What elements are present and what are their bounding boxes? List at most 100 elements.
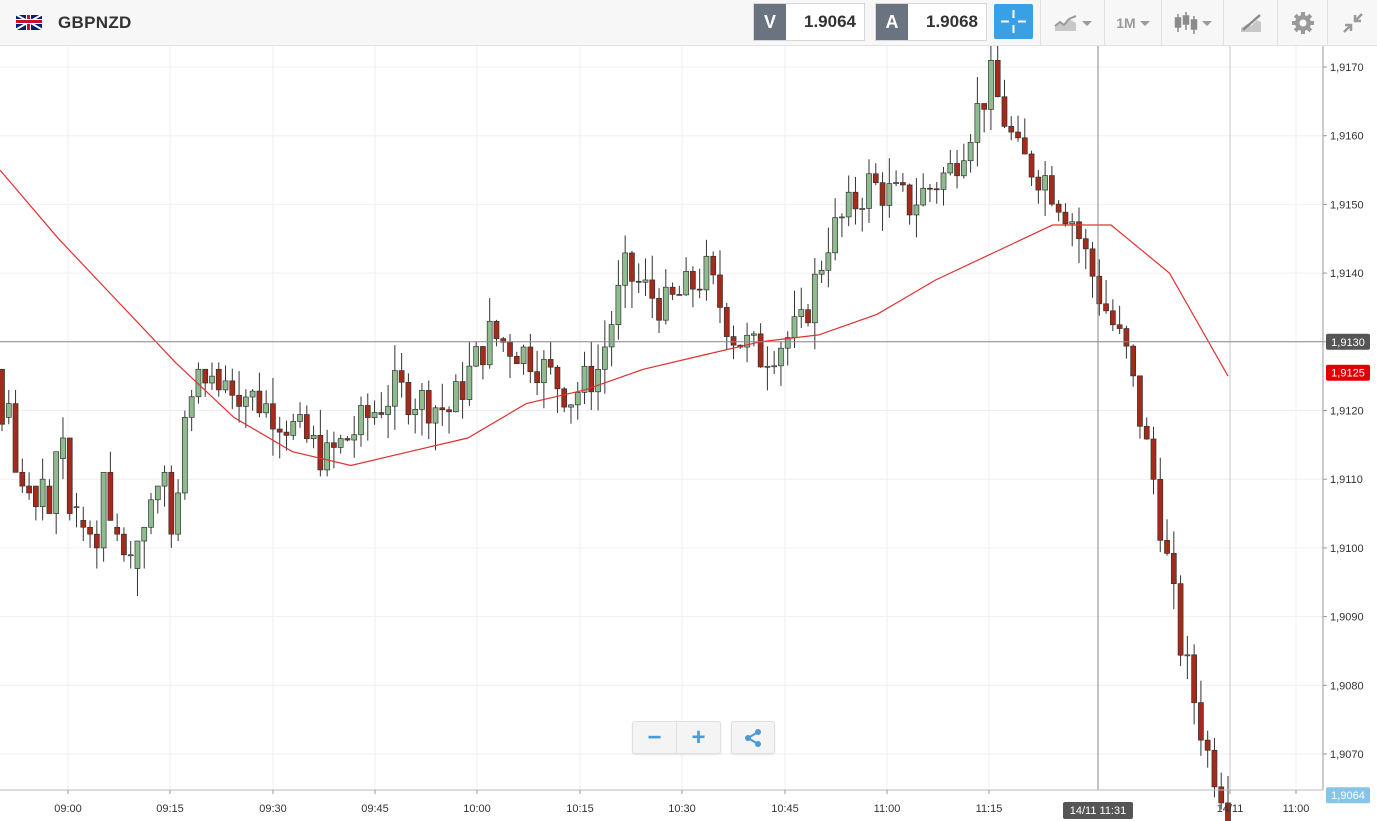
- candle-body: [859, 208, 866, 210]
- candle-body: [906, 184, 913, 216]
- candle-body: [493, 320, 500, 339]
- share-icon: [745, 728, 761, 747]
- share-button[interactable]: [731, 721, 775, 754]
- candle-body: [561, 388, 568, 408]
- candle-body: [1001, 96, 1008, 127]
- candle-body: [629, 252, 635, 282]
- last-price-badge-text: 1,9064: [1331, 790, 1365, 802]
- candle-body: [1089, 248, 1096, 277]
- candle-body: [1198, 702, 1204, 741]
- time-axis: 09:00 09:15 09:30 09:45 10:00 10:15 10:30 10:45…: [0, 789, 1323, 815]
- candle-body: [1096, 275, 1103, 305]
- drawing-tools-button[interactable]: [1223, 0, 1277, 46]
- candle-body: [981, 103, 988, 110]
- candle-body: [622, 252, 629, 286]
- candle-body: [852, 191, 859, 210]
- candle-body: [520, 346, 527, 364]
- candle-body: [188, 396, 195, 418]
- candle-body: [947, 163, 954, 174]
- candle-body: [466, 365, 473, 400]
- candle-body: [154, 485, 161, 501]
- candle-body: [581, 365, 588, 393]
- candle-body: [1137, 375, 1143, 427]
- x-tick-label: 10:00: [463, 803, 491, 815]
- candle-body: [784, 337, 791, 349]
- x-tick-label: 09:00: [54, 803, 82, 815]
- candle-body: [392, 370, 398, 407]
- candle-style-button[interactable]: [1161, 0, 1223, 46]
- candle-body: [33, 485, 39, 508]
- zoom-in-button[interactable]: +: [691, 723, 706, 751]
- candle-body: [446, 409, 452, 413]
- candle-body: [0, 368, 5, 425]
- candle-body: [1076, 221, 1082, 240]
- candle-body: [432, 407, 439, 424]
- candle-body: [1062, 211, 1069, 225]
- x-tick-label: 11:00: [1283, 803, 1310, 815]
- candle-body: [676, 294, 683, 296]
- crosshair-lines: [0, 46, 1323, 790]
- candle-body: [825, 252, 832, 271]
- candle-body: [26, 485, 32, 494]
- candle-body: [473, 346, 479, 367]
- candle-body: [954, 163, 960, 177]
- candle-body: [324, 442, 330, 471]
- candle-body: [845, 191, 852, 218]
- candle-body: [527, 346, 534, 373]
- candle-body: [405, 381, 412, 416]
- settings-button[interactable]: [1277, 0, 1327, 46]
- candle-body: [80, 520, 87, 528]
- candle-body: [1028, 153, 1035, 178]
- candle-body: [209, 375, 215, 384]
- zoom-out-button[interactable]: −: [633, 722, 677, 753]
- candle-body: [195, 368, 202, 398]
- candle-body: [696, 288, 703, 291]
- y-tick-label: 1,9110: [1330, 474, 1363, 486]
- candle-body: [1170, 553, 1177, 585]
- candle-body: [994, 59, 1001, 98]
- candle-body: [798, 309, 805, 318]
- candle-body: [236, 394, 242, 407]
- candle-body: [805, 309, 811, 324]
- current-price-badge-bg: [1326, 364, 1370, 381]
- crosshair-time-badge-bg: [1063, 802, 1133, 819]
- candle-body: [1049, 175, 1055, 205]
- x-tick-label: 10:45: [771, 803, 799, 815]
- moving-average-line: [0, 169, 1229, 467]
- crosshair-button[interactable]: [994, 4, 1033, 39]
- candle-body: [1177, 583, 1184, 656]
- bid-quote[interactable]: V 1.9064: [753, 3, 865, 41]
- candle-body: [886, 183, 893, 206]
- y-tick-label: 1,9160: [1330, 131, 1364, 143]
- candle-body: [283, 431, 290, 436]
- candle-body: [771, 365, 778, 368]
- candle-body: [1218, 786, 1225, 804]
- current-price-badge: 1,9125: [1326, 364, 1370, 381]
- candle-body: [1015, 131, 1021, 139]
- crosshair-icon: [1001, 10, 1026, 33]
- candle-body: [419, 390, 425, 410]
- candle-body: [127, 554, 134, 557]
- candle-body: [1008, 126, 1015, 133]
- y-tick-label: 1,9100: [1330, 543, 1364, 555]
- bid-tag: V: [754, 4, 786, 40]
- candle-body: [866, 173, 872, 209]
- candle-body: [960, 160, 967, 177]
- candle-body: [1130, 345, 1137, 377]
- x-tick-label: 10:30: [668, 803, 696, 815]
- candle-body: [222, 380, 229, 391]
- candle-body: [757, 333, 764, 368]
- chart-type-button[interactable]: [1040, 0, 1104, 46]
- candle-body: [974, 103, 981, 143]
- candle-body: [1184, 654, 1191, 657]
- candle-body: [988, 59, 994, 110]
- candle-body: [778, 347, 784, 367]
- candle-body: [839, 216, 845, 219]
- x-tick-label: 10:15: [566, 803, 594, 815]
- candle-body: [541, 359, 547, 384]
- collapse-button[interactable]: [1327, 0, 1377, 46]
- candle-body: [317, 434, 324, 471]
- ask-quote[interactable]: A 1.9068: [875, 3, 987, 41]
- price-chart[interactable]: 1,91701,91601,91501,91401,91301,91201,91…: [0, 46, 1377, 821]
- timeframe-button[interactable]: 1M: [1104, 0, 1161, 46]
